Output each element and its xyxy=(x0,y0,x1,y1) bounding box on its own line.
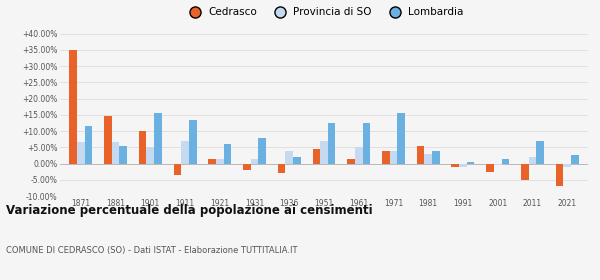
Bar xyxy=(355,147,362,164)
Bar xyxy=(139,131,146,164)
Bar xyxy=(467,162,475,164)
Bar xyxy=(571,155,578,164)
Bar xyxy=(146,147,154,164)
Bar xyxy=(189,120,197,164)
Bar xyxy=(432,151,440,164)
Bar xyxy=(397,113,405,164)
Bar xyxy=(494,164,502,165)
Bar xyxy=(417,146,424,164)
Bar xyxy=(119,146,127,164)
Bar xyxy=(382,151,389,164)
Bar xyxy=(536,141,544,164)
Bar xyxy=(259,137,266,164)
Bar xyxy=(85,126,92,164)
Bar xyxy=(313,149,320,164)
Bar xyxy=(104,116,112,164)
Bar xyxy=(251,159,259,164)
Bar xyxy=(563,164,571,167)
Legend: Cedrasco, Provincia di SO, Lombardia: Cedrasco, Provincia di SO, Lombardia xyxy=(180,3,468,21)
Bar xyxy=(70,50,77,164)
Bar xyxy=(424,154,432,164)
Bar xyxy=(320,141,328,164)
Bar xyxy=(328,123,335,164)
Bar xyxy=(77,143,85,164)
Bar xyxy=(502,159,509,164)
Text: Variazione percentuale della popolazione ai censimenti: Variazione percentuale della popolazione… xyxy=(6,204,373,217)
Text: COMUNE DI CEDRASCO (SO) - Dati ISTAT - Elaborazione TUTTITALIA.IT: COMUNE DI CEDRASCO (SO) - Dati ISTAT - E… xyxy=(6,246,298,255)
Bar xyxy=(112,143,119,164)
Bar xyxy=(486,164,494,172)
Bar xyxy=(278,164,286,173)
Bar xyxy=(173,164,181,175)
Bar xyxy=(459,164,467,167)
Bar xyxy=(286,151,293,164)
Bar xyxy=(181,141,189,164)
Bar xyxy=(224,144,231,164)
Bar xyxy=(529,157,536,164)
Bar xyxy=(243,164,251,170)
Bar xyxy=(208,159,216,164)
Bar xyxy=(216,159,224,164)
Bar xyxy=(521,164,529,180)
Bar xyxy=(362,123,370,164)
Bar xyxy=(293,157,301,164)
Bar xyxy=(154,113,162,164)
Bar xyxy=(451,164,459,167)
Bar xyxy=(347,159,355,164)
Bar xyxy=(389,151,397,164)
Bar xyxy=(556,164,563,186)
